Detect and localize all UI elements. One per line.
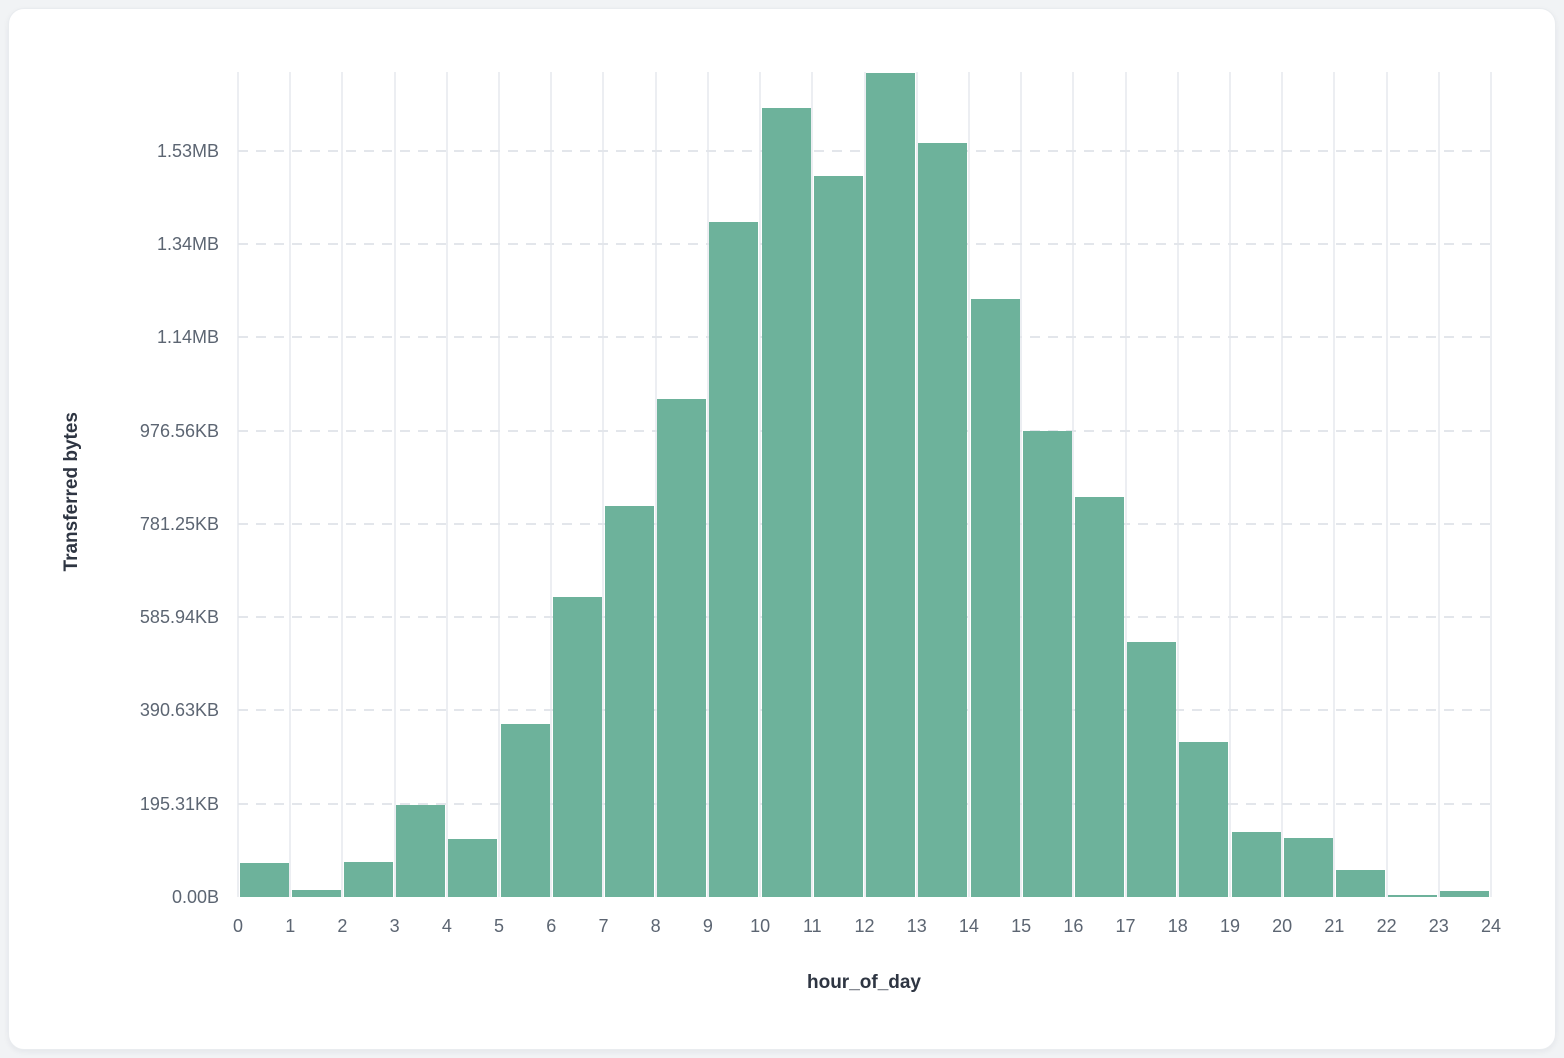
bar-hour-18[interactable] (1179, 741, 1229, 897)
x-tick-label-0: 0 (232, 916, 243, 936)
horizontal-gridline-6 (238, 336, 1491, 339)
bar-hour-7[interactable] (605, 505, 655, 897)
vertical-gridline-11 (811, 72, 814, 897)
vertical-gridline-22 (1385, 72, 1388, 897)
bar-hour-12[interactable] (866, 72, 916, 897)
vertical-gridline-9 (706, 72, 709, 897)
y-tick-label-1: 195.31KB (139, 793, 219, 814)
x-tick-label-23: 23 (1428, 916, 1449, 936)
x-tick-label-5: 5 (494, 916, 505, 936)
x-tick-label-14: 14 (958, 916, 979, 936)
vertical-gridline-17 (1124, 72, 1127, 897)
horizontal-gridline-4 (238, 522, 1491, 525)
vertical-gridline-15 (1020, 72, 1023, 897)
vertical-gridline-19 (1228, 72, 1231, 897)
y-tick-label-2: 390.63KB (139, 700, 219, 721)
bar-hour-3[interactable] (396, 805, 446, 897)
x-tick-label-16: 16 (1063, 916, 1084, 936)
x-tick-label-22: 22 (1376, 916, 1397, 936)
y-tick-label-8: 1.53MB (156, 140, 219, 161)
vertical-gridline-13 (915, 72, 918, 897)
horizontal-gridline-3 (238, 616, 1491, 619)
vertical-gridline-21 (1333, 72, 1336, 897)
bar-hour-13[interactable] (918, 142, 968, 897)
bar-hour-14[interactable] (970, 298, 1020, 897)
vertical-gridline-16 (1072, 72, 1075, 897)
x-tick-label-9: 9 (702, 916, 713, 936)
x-tick-label-18: 18 (1167, 916, 1188, 936)
vertical-gridline-10 (759, 72, 762, 897)
vertical-gridline-4 (445, 72, 448, 897)
x-tick-label-6: 6 (546, 916, 557, 936)
x-tick-label-10: 10 (750, 916, 771, 936)
x-tick-label-19: 19 (1219, 916, 1240, 936)
y-tick-label-0: 0.00B (171, 887, 219, 907)
x-tick-label-7: 7 (598, 916, 609, 936)
vertical-gridline-2 (341, 72, 344, 897)
bar-hour-15[interactable] (1022, 430, 1072, 897)
y-axis-title: Transferred bytes (61, 412, 82, 572)
bar-hour-22[interactable] (1388, 894, 1438, 897)
horizontal-gridline-5 (238, 429, 1491, 432)
bar-hour-11[interactable] (813, 175, 863, 897)
y-tick-label-7: 1.34MB (156, 233, 219, 254)
x-tick-label-15: 15 (1011, 916, 1032, 936)
x-tick-label-17: 17 (1115, 916, 1136, 936)
x-tick-label-1: 1 (285, 916, 296, 936)
bar-hour-19[interactable] (1231, 831, 1281, 897)
vertical-gridline-24 (1490, 72, 1492, 897)
x-tick-label-13: 13 (906, 916, 927, 936)
bar-hour-21[interactable] (1335, 870, 1385, 897)
vertical-gridline-5 (498, 72, 501, 897)
x-tick-label-11: 11 (802, 916, 822, 936)
bar-hour-6[interactable] (552, 596, 602, 897)
vertical-gridline-0 (237, 72, 239, 897)
horizontal-gridline-7 (238, 242, 1491, 245)
bar-hour-2[interactable] (344, 862, 394, 897)
y-axis-title-wrap: Transferred bytes (59, 342, 85, 642)
x-tick-label-2: 2 (337, 916, 348, 936)
bar-hour-10[interactable] (761, 107, 811, 897)
vertical-gridline-3 (393, 72, 396, 897)
vertical-gridline-12 (863, 72, 866, 897)
vertical-gridline-6 (550, 72, 553, 897)
vertical-gridline-7 (602, 72, 605, 897)
x-tick-label-8: 8 (650, 916, 661, 936)
vertical-gridline-20 (1281, 72, 1284, 897)
x-axis-title: hour_of_day (806, 972, 922, 993)
vertical-gridline-1 (289, 72, 292, 897)
bar-hour-16[interactable] (1074, 496, 1124, 897)
x-tick-label-12: 12 (854, 916, 875, 936)
bar-hour-23[interactable] (1440, 890, 1490, 897)
x-tick-label-3: 3 (389, 916, 400, 936)
x-tick-label-4: 4 (441, 916, 452, 936)
x-tick-label-20: 20 (1272, 916, 1293, 936)
vertical-gridline-23 (1437, 72, 1440, 897)
y-tick-label-3: 585.94KB (139, 607, 219, 628)
y-tick-label-5: 976.56KB (139, 420, 219, 441)
y-tick-label-4: 781.25KB (139, 513, 219, 534)
bar-hour-0[interactable] (239, 863, 289, 897)
bar-hour-5[interactable] (500, 724, 550, 897)
bar-hour-20[interactable] (1283, 838, 1333, 897)
x-tick-label-21: 21 (1324, 916, 1345, 936)
bar-hour-9[interactable] (709, 222, 759, 897)
vertical-gridline-18 (1176, 72, 1179, 897)
horizontal-gridline-8 (238, 149, 1491, 152)
horizontal-gridline-2 (238, 709, 1491, 712)
bar-hour-1[interactable] (291, 890, 341, 897)
vertical-gridline-8 (654, 72, 657, 897)
bar-hour-17[interactable] (1127, 641, 1177, 897)
bar-hour-8[interactable] (657, 398, 707, 897)
histogram-chart: 0.00B 195.31KB 390.63KB 585.94KB 781.25KB 976… (9, 9, 1555, 1049)
chart-card: 0.00B 195.31KB 390.63KB 585.94KB 781.25KB 976… (8, 8, 1556, 1050)
x-tick-label-24: 24 (1480, 916, 1502, 936)
y-tick-label-6: 1.14MB (156, 327, 219, 348)
vertical-gridline-14 (967, 72, 970, 897)
horizontal-gridline-1 (238, 802, 1491, 805)
bar-hour-4[interactable] (448, 838, 498, 897)
